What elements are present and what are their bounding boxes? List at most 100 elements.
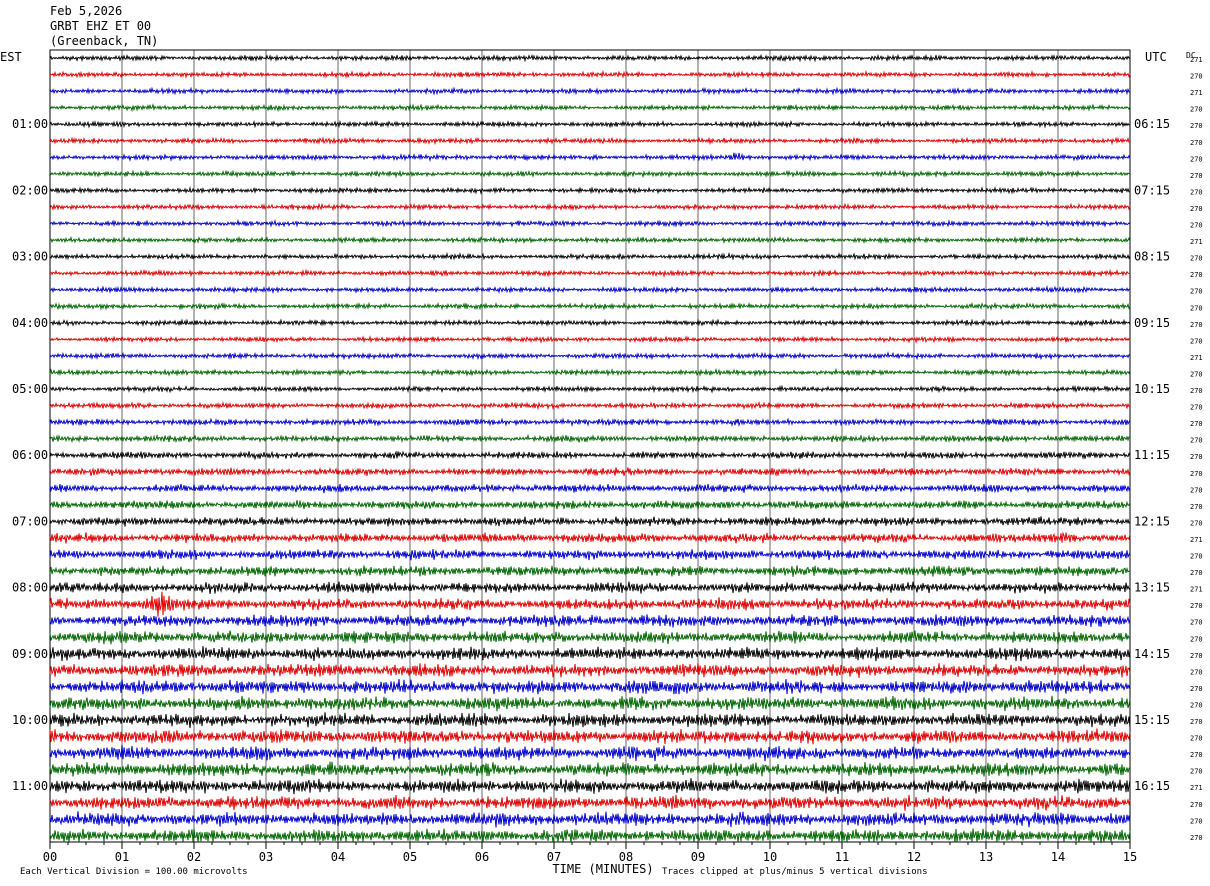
right-time-label: 15:15 xyxy=(1134,713,1170,727)
seismic-trace xyxy=(49,251,1131,261)
seismic-trace xyxy=(49,483,1131,494)
x-tick-label: 11 xyxy=(835,850,849,864)
dc-offset-value: 270 xyxy=(1190,172,1203,180)
seismic-trace xyxy=(49,663,1131,679)
seismic-trace xyxy=(49,778,1131,795)
dc-offset-value: 271 xyxy=(1190,784,1203,792)
right-time-label: 13:15 xyxy=(1134,581,1170,595)
x-tick-label: 00 xyxy=(43,850,57,864)
dc-offset-value: 271 xyxy=(1190,56,1203,64)
x-tick-label: 09 xyxy=(691,850,705,864)
seismic-trace xyxy=(49,499,1131,510)
trace-group xyxy=(49,53,1131,844)
dc-offset-value: 270 xyxy=(1190,834,1203,842)
seismic-trace xyxy=(49,335,1131,344)
x-tick-label: 15 xyxy=(1123,850,1137,864)
seismic-trace xyxy=(49,401,1131,411)
dc-offset-value: 270 xyxy=(1190,106,1203,114)
left-time-label: 07:00 xyxy=(12,514,48,528)
dc-offset-value: 270 xyxy=(1190,801,1203,809)
dc-offset-value: 270 xyxy=(1190,519,1203,527)
dc-offset-value: 270 xyxy=(1190,718,1203,726)
seismic-trace xyxy=(49,744,1131,762)
dc-offset-value: 271 xyxy=(1190,238,1203,246)
seismic-trace xyxy=(49,350,1131,361)
right-zone-label: UTC xyxy=(1145,50,1167,64)
dc-offset-value: 270 xyxy=(1190,619,1203,627)
x-tick-label: 06 xyxy=(475,850,489,864)
seismic-trace xyxy=(49,318,1131,328)
dc-offset-value: 270 xyxy=(1190,735,1203,743)
seismic-trace xyxy=(49,728,1131,745)
seismic-trace xyxy=(49,761,1131,777)
dc-offset-value: 270 xyxy=(1190,370,1203,378)
header-date: Feb 5,2026 xyxy=(50,4,123,18)
dc-offset-value: 270 xyxy=(1190,139,1203,147)
dc-offset-value: 270 xyxy=(1190,155,1203,163)
dc-offset-value: 270 xyxy=(1190,486,1203,494)
dc-offset-value: 270 xyxy=(1190,188,1203,196)
dc-offset-value: 271 xyxy=(1190,89,1203,97)
dc-offset-value: 270 xyxy=(1190,685,1203,693)
seismic-trace xyxy=(49,712,1131,729)
x-tick-label: 02 xyxy=(187,850,201,864)
x-tick-label: 07 xyxy=(547,850,561,864)
seismic-trace xyxy=(49,367,1131,377)
dc-offset-value: 270 xyxy=(1190,768,1203,776)
dc-offset-value: 270 xyxy=(1190,205,1203,213)
dc-offset-value: 270 xyxy=(1190,387,1203,395)
seismic-trace xyxy=(49,646,1131,662)
dc-offset-value: 270 xyxy=(1190,337,1203,345)
seismic-trace xyxy=(49,285,1131,295)
minute-grid xyxy=(49,49,1131,849)
footer-scale-note: Each Vertical Division = 100.00 microvol… xyxy=(20,867,248,877)
seismic-trace xyxy=(49,301,1131,311)
seismic-trace xyxy=(49,679,1131,695)
seismic-trace xyxy=(49,591,1131,617)
right-time-label: 12:15 xyxy=(1134,514,1170,528)
left-time-label: 11:00 xyxy=(12,779,48,793)
seismic-trace xyxy=(49,53,1131,63)
right-time-label: 14:15 xyxy=(1134,647,1170,661)
seismic-trace xyxy=(49,450,1131,461)
dc-offset-value: 270 xyxy=(1190,470,1203,478)
right-time-label: 06:15 xyxy=(1134,117,1170,131)
seismic-trace xyxy=(49,169,1131,179)
dc-offset-value: 270 xyxy=(1190,668,1203,676)
dc-offset-value: 270 xyxy=(1190,321,1203,329)
dc-offset-value: 270 xyxy=(1190,701,1203,709)
left-time-label: 10:00 xyxy=(12,713,48,727)
dc-offset-value: 270 xyxy=(1190,751,1203,759)
seismic-trace xyxy=(49,417,1131,427)
seismic-trace xyxy=(49,811,1131,828)
seismic-trace xyxy=(49,86,1131,96)
dc-offset-value: 270 xyxy=(1190,817,1203,825)
dc-offset-value: 270 xyxy=(1190,73,1203,81)
seismic-trace xyxy=(49,186,1131,195)
left-time-label: 01:00 xyxy=(12,117,48,131)
left-time-label: 02:00 xyxy=(12,183,48,197)
x-tick-label: 12 xyxy=(907,850,921,864)
seismic-trace xyxy=(49,581,1131,595)
header-station: GRBT EHZ ET 00 xyxy=(50,19,152,33)
seismic-trace xyxy=(49,152,1131,162)
dc-offset-value: 270 xyxy=(1190,304,1203,312)
dc-offset-value: 270 xyxy=(1190,288,1203,296)
right-time-label: 11:15 xyxy=(1134,448,1170,462)
x-tick-label: 04 xyxy=(331,850,345,864)
dc-offset-value: 270 xyxy=(1190,569,1203,577)
dc-offset-value: 271 xyxy=(1190,354,1203,362)
seismic-trace xyxy=(49,549,1131,561)
right-time-label: 10:15 xyxy=(1134,382,1170,396)
seismic-trace xyxy=(49,516,1131,527)
x-tick-label: 03 xyxy=(259,850,273,864)
dc-offset-value: 270 xyxy=(1190,437,1203,445)
seismic-trace xyxy=(49,695,1131,712)
dc-offset-value: 270 xyxy=(1190,255,1203,263)
seismic-trace xyxy=(49,794,1131,811)
left-time-label: 05:00 xyxy=(12,382,48,396)
x-axis-label: TIME (MINUTES) xyxy=(552,862,653,876)
footer-clip-note: Traces clipped at plus/minus 5 vertical … xyxy=(662,867,928,877)
seismic-trace xyxy=(49,268,1131,278)
